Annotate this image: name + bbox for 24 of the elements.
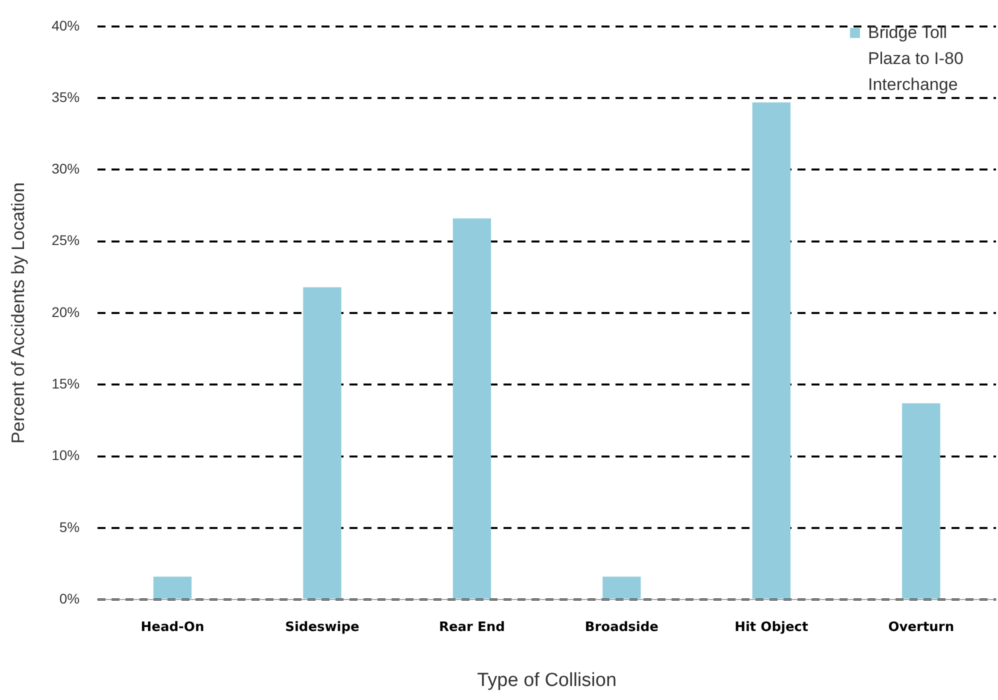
x-axis-title: Type of Collision xyxy=(477,670,617,691)
bar xyxy=(902,403,940,599)
x-tick-label: Hit Object xyxy=(734,620,808,635)
y-tick-label: 40% xyxy=(52,17,80,34)
x-tick-label: Sideswipe xyxy=(285,620,360,635)
bar xyxy=(303,287,342,599)
bar xyxy=(452,218,492,599)
y-tick-label: 20% xyxy=(52,304,80,320)
y-tick-label: 25% xyxy=(52,232,80,248)
x-tick-label: Overturn xyxy=(888,620,954,635)
x-tick-label: Broadside xyxy=(584,620,659,635)
x-tick-label: Rear End xyxy=(438,620,505,635)
y-tick-label: 5% xyxy=(59,518,80,535)
y-tick-label: 35% xyxy=(52,88,80,105)
y-tick-label: 10% xyxy=(52,447,80,464)
x-tick-label: Head-On xyxy=(140,620,204,635)
bar xyxy=(602,576,641,599)
bar xyxy=(153,576,192,599)
y-axis-title: Percent of Accidents by Location xyxy=(8,182,28,444)
y-tick-label: 30% xyxy=(52,160,80,177)
bar xyxy=(752,102,790,599)
y-tick-label: 15% xyxy=(52,376,80,392)
legend-label: Bridge Toll Plaza to I-80 Interchange xyxy=(868,22,964,96)
y-tick-label: 0% xyxy=(59,590,80,606)
